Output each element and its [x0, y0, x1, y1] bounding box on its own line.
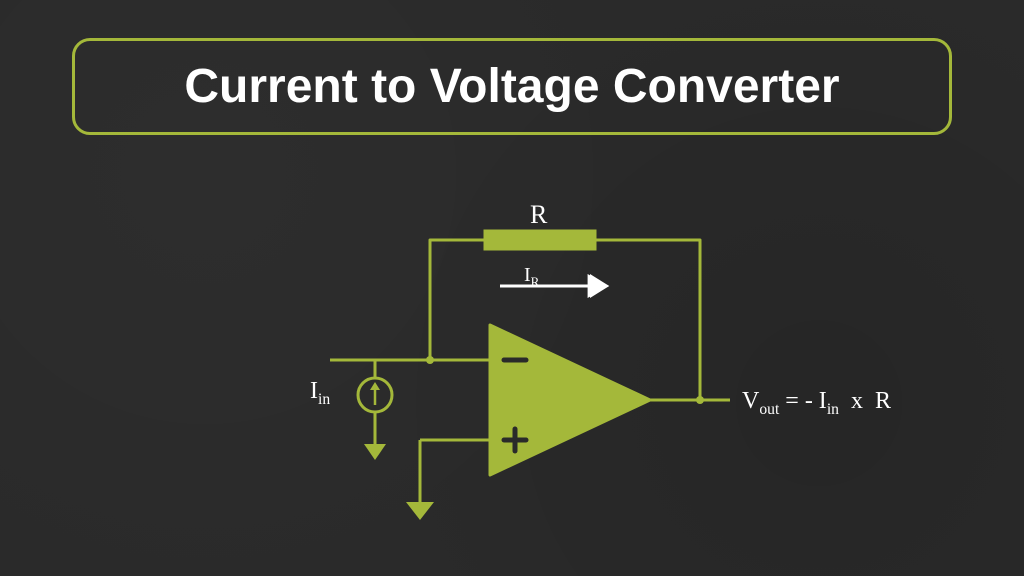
label-resistor-current: IR: [524, 264, 539, 290]
page-title: Current to Voltage Converter: [72, 38, 952, 135]
label-input-current: Iin: [310, 378, 330, 409]
label-output-equation: Vout = - Iin x R: [742, 388, 891, 419]
circuit-diagram: [270, 200, 790, 560]
label-resistor: R: [530, 200, 547, 230]
